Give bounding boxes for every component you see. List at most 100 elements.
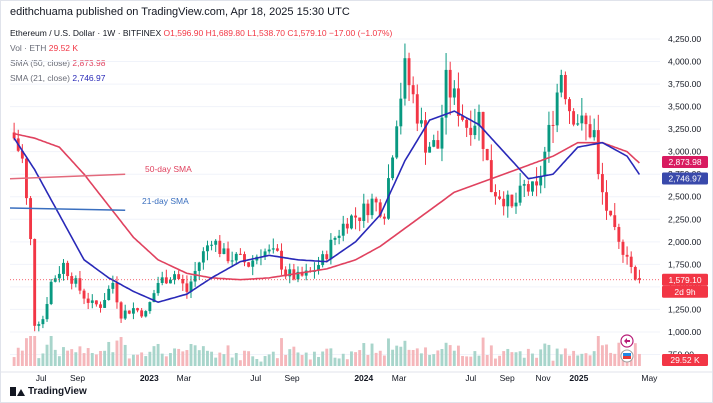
volume-bar bbox=[160, 353, 164, 366]
candle-body bbox=[321, 254, 325, 266]
volume-bar bbox=[592, 351, 596, 366]
volume-label[interactable]: Vol · ETH bbox=[10, 43, 47, 53]
volume-badge: 29.52 K bbox=[662, 354, 708, 366]
volume-bar bbox=[428, 354, 432, 366]
candle-body bbox=[494, 192, 497, 197]
volume-bar bbox=[568, 355, 571, 366]
volume-bar bbox=[362, 343, 366, 366]
publisher-line: edithchuama published on TradingView.com… bbox=[10, 6, 350, 18]
volume-bar bbox=[370, 343, 374, 366]
volume-bar bbox=[255, 359, 259, 366]
volume-bar bbox=[366, 354, 370, 366]
volume-bar bbox=[271, 351, 275, 366]
candle-body bbox=[625, 254, 629, 257]
legend-volume-row: Vol · ETH 29.52 K bbox=[10, 41, 392, 56]
candle-body bbox=[580, 115, 584, 124]
volume-bars bbox=[12, 336, 641, 366]
volume-bar bbox=[448, 345, 452, 366]
candle-body bbox=[588, 124, 592, 138]
x-tick-label: Sep bbox=[500, 373, 515, 383]
volume-bar bbox=[169, 353, 172, 366]
candle-body bbox=[382, 216, 386, 219]
volume-bar bbox=[440, 349, 444, 366]
volume-bar bbox=[494, 358, 497, 366]
candle-body bbox=[144, 311, 148, 317]
sma50-annotation: 50-day SMA bbox=[145, 164, 192, 174]
volume-bar bbox=[173, 348, 176, 366]
replay-icon[interactable] bbox=[620, 334, 634, 348]
volume-bar bbox=[201, 346, 205, 366]
candle-body bbox=[502, 198, 506, 207]
candle-body bbox=[66, 262, 70, 277]
candle-body bbox=[82, 290, 86, 299]
candle-body bbox=[247, 262, 251, 267]
volume-bar bbox=[238, 360, 242, 366]
candle-body bbox=[160, 277, 164, 283]
candle-body bbox=[197, 262, 201, 271]
candle-body bbox=[238, 253, 242, 255]
volume-bar bbox=[251, 356, 255, 366]
sma21-badge: 2,746.97 bbox=[662, 172, 708, 185]
candle-body bbox=[41, 319, 45, 325]
x-tick-label: 2025 bbox=[569, 373, 588, 383]
candle-body bbox=[465, 119, 469, 128]
candle-body bbox=[164, 277, 168, 284]
candle-body bbox=[20, 150, 24, 159]
legend-sma50-row: SMA (50, close) 2,873.98 bbox=[10, 56, 392, 71]
open-value: O1,596.90 bbox=[163, 28, 204, 38]
sma21-label[interactable]: SMA (21, close) bbox=[10, 73, 70, 83]
sma50-badge-text: 2,873.98 bbox=[668, 157, 701, 167]
volume-bar bbox=[411, 349, 415, 366]
volume-bar bbox=[267, 354, 271, 366]
x-tick-label: 2024 bbox=[354, 373, 373, 383]
volume-bar bbox=[605, 344, 608, 366]
volume-bar bbox=[275, 358, 279, 366]
candle-body bbox=[329, 239, 333, 260]
candle-body bbox=[181, 279, 185, 284]
candle-body bbox=[477, 111, 481, 126]
volume-badge-bg bbox=[662, 354, 708, 366]
candle-body bbox=[555, 92, 559, 126]
symbol-label[interactable]: Ethereum / U.S. Dollar · 1W · BITFINEX bbox=[10, 28, 162, 38]
volume-bar bbox=[185, 350, 189, 366]
chart-legend: Ethereum / U.S. Dollar · 1W · BITFINEX O… bbox=[10, 26, 392, 86]
sma50-trend-line bbox=[9, 173, 126, 180]
sma50-badge-bg bbox=[662, 156, 708, 169]
sma50-line bbox=[13, 132, 640, 281]
volume-bar bbox=[526, 348, 530, 366]
candle-body bbox=[461, 115, 464, 120]
volume-bar bbox=[144, 356, 148, 366]
candle-body bbox=[415, 94, 419, 124]
volume-bar bbox=[547, 344, 551, 366]
volume-bar bbox=[33, 336, 37, 366]
x-tick-label: Sep bbox=[70, 373, 85, 383]
volume-bar bbox=[189, 343, 193, 366]
volume-bar bbox=[152, 346, 156, 366]
volume-bar bbox=[637, 353, 641, 366]
candle-body bbox=[49, 281, 53, 305]
volume-bar bbox=[321, 351, 325, 366]
flag-icon[interactable] bbox=[620, 349, 634, 363]
candle-body bbox=[140, 310, 144, 317]
volume-bar bbox=[502, 351, 506, 366]
candle-body bbox=[201, 251, 205, 263]
volume-bar bbox=[325, 348, 329, 366]
volume-bar bbox=[296, 352, 300, 366]
candle-body bbox=[94, 300, 98, 305]
candle-body bbox=[378, 202, 382, 217]
candle-body bbox=[424, 120, 427, 153]
footer-brand[interactable]: TradingView bbox=[10, 386, 87, 397]
volume-bar bbox=[193, 345, 197, 366]
volume-bar bbox=[531, 353, 534, 366]
volume-bar bbox=[387, 338, 390, 366]
y-tick-label: 1,750.00 bbox=[668, 259, 701, 269]
sma21-trend-line bbox=[9, 207, 126, 212]
candle-body bbox=[234, 253, 238, 261]
volume-bar bbox=[403, 340, 407, 366]
volume-bar bbox=[210, 351, 214, 366]
candle-body bbox=[428, 146, 432, 153]
volume-bar bbox=[222, 354, 226, 366]
volume-bar bbox=[596, 336, 600, 366]
sma50-label[interactable]: SMA (50, close) bbox=[10, 58, 70, 68]
